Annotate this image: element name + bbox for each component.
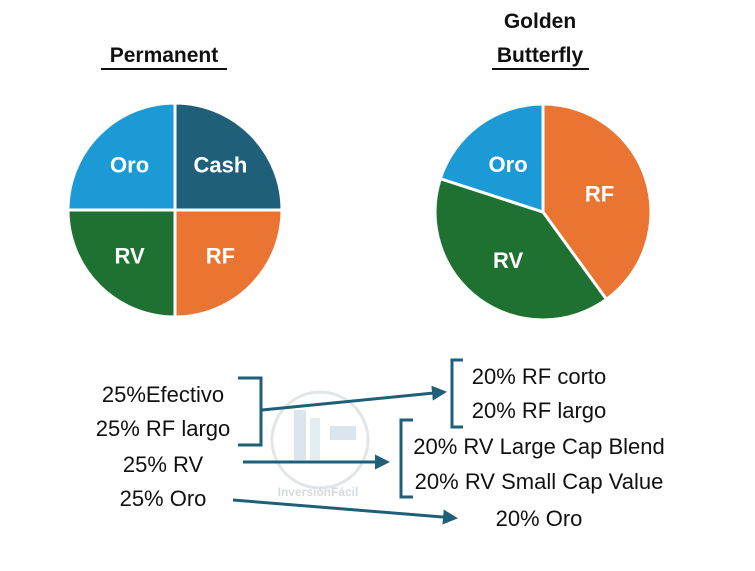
pie-permanent: Oro Cash RF RV: [66, 101, 284, 319]
chart-title-permanent: Permanent: [110, 44, 219, 67]
slice-label-rv: RV: [115, 243, 145, 268]
slice-label-oro: Oro: [110, 153, 149, 178]
pie-slice-rv: [433, 176, 609, 322]
golden-butterfly-allocation-list: 20% RF corto 20% RF largo 20% RV Large C…: [413, 364, 665, 531]
allocation-item: 25% Oro: [120, 486, 207, 511]
bracket-permanent-bonds-cash: [238, 376, 263, 447]
allocation-item: 25% RF largo: [96, 416, 231, 441]
golden-butterfly-chart: Golden Butterfly RF RV Oro: [433, 10, 653, 322]
slice-label-rf: RF: [585, 182, 614, 207]
chart-title-golden: Golden: [504, 10, 576, 33]
allocation-item: 20% Oro: [496, 506, 583, 531]
pie-slice-cash: [173, 101, 284, 212]
slice-label-cash: Cash: [194, 153, 248, 178]
allocation-item: 20% RF corto: [472, 364, 607, 389]
allocation-item: 25% RV: [123, 452, 204, 477]
bracket-golden-bonds: [450, 358, 463, 429]
allocation-item: 25%Efectivo: [102, 382, 224, 407]
pie-slice-oro: [66, 101, 177, 212]
pie-golden-butterfly: RF RV Oro: [433, 102, 653, 322]
slice-label-oro: Oro: [489, 152, 528, 177]
arrow-gold-to-gold: [232, 498, 458, 525]
chart-title-butterfly: Butterfly: [497, 44, 584, 67]
pie-slice-rv: [66, 208, 177, 319]
permanent-chart: Permanent Oro Cash RF RV: [66, 44, 284, 319]
allocation-item: 20% RV Large Cap Blend: [413, 434, 665, 459]
watermark-text: InversiónFácil: [278, 485, 359, 499]
bracket-golden-equities: [399, 418, 413, 499]
pie-slice-rf: [173, 208, 284, 319]
slice-label-rf: RF: [206, 243, 235, 268]
slice-label-rv: RV: [493, 248, 523, 273]
pie-slice-rf: [541, 102, 653, 302]
watermark-logo: InversiónFácil: [270, 390, 370, 499]
permanent-allocation-list: 25%Efectivo 25% RF largo 25% RV 25% Oro: [96, 382, 231, 511]
pie-slice-oro: [438, 102, 545, 215]
arrow-bonds-to-bonds: [261, 385, 447, 412]
allocation-item: 20% RF largo: [472, 398, 607, 423]
allocation-item: 20% RV Small Cap Value: [415, 469, 664, 494]
